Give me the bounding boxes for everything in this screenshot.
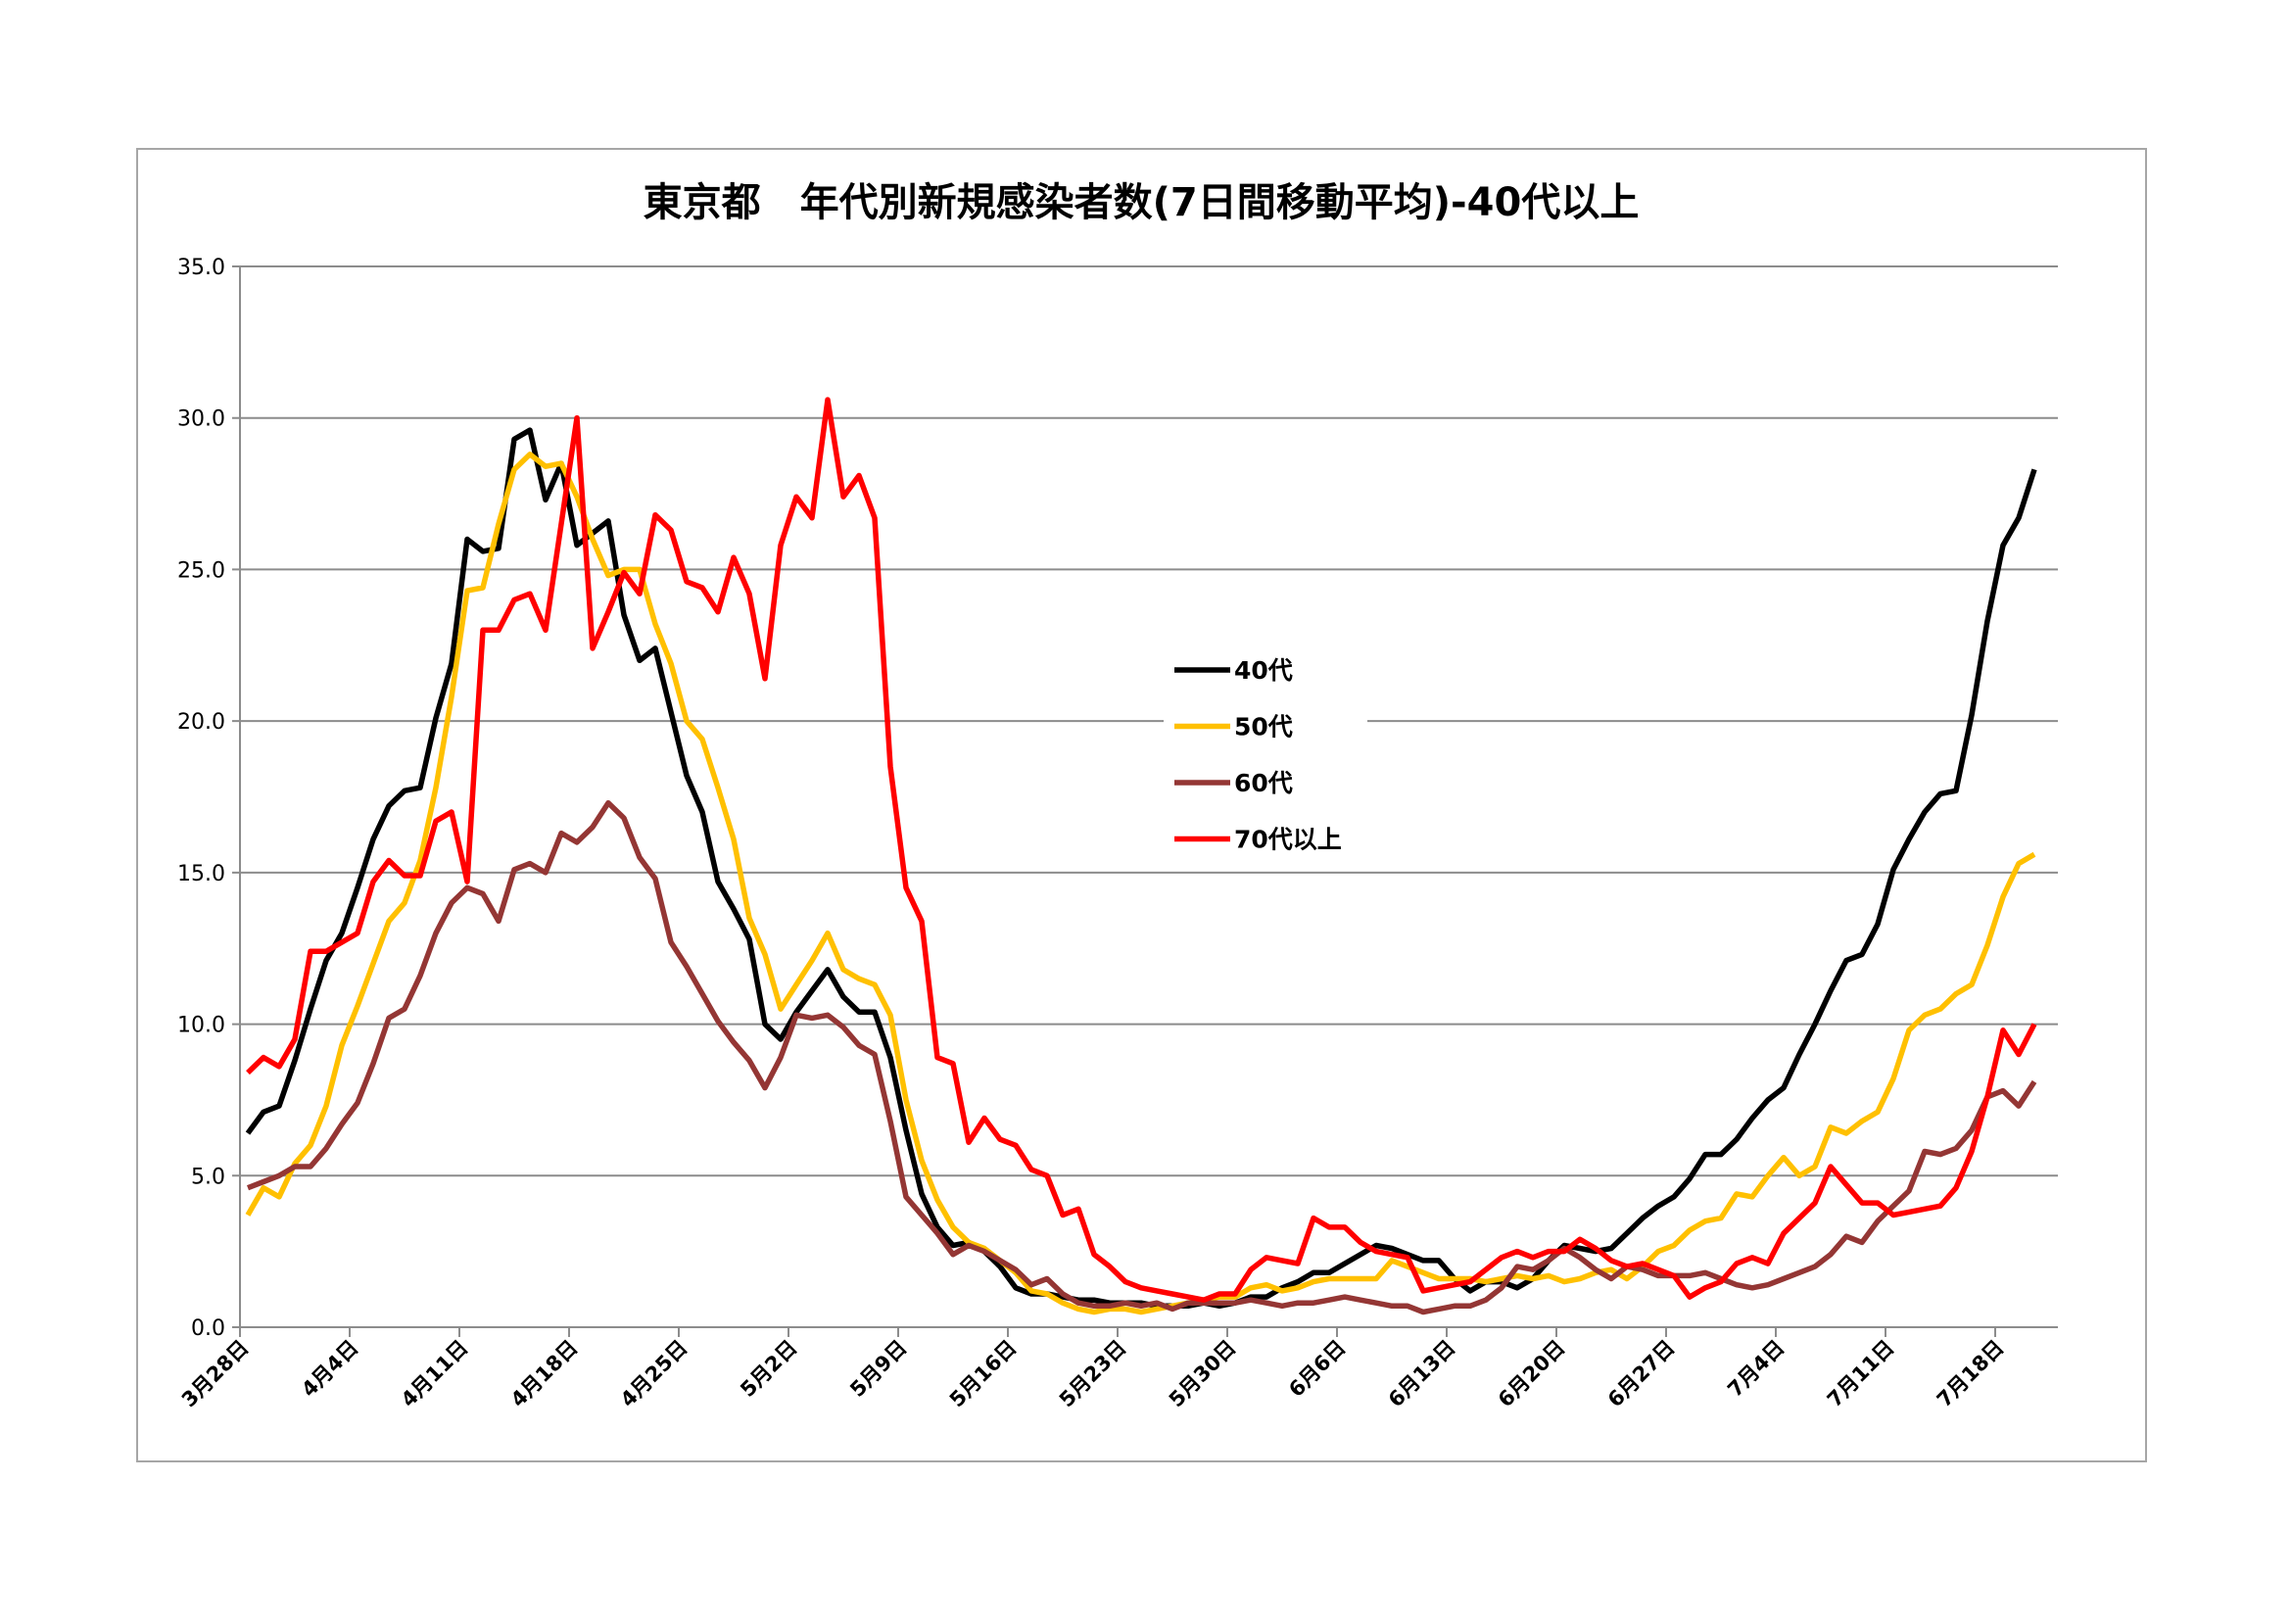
legend-label: 50代 (1234, 713, 1293, 741)
legend-label: 70代以上 (1234, 826, 1342, 854)
series-line-3 (247, 799, 2037, 1315)
chart-title: 東京都 年代別新規感染者数(7日間移動平均)-40代以上 (644, 180, 1640, 225)
y-tick-label: 0.0 (191, 1316, 225, 1341)
chart-frame (136, 148, 2147, 1462)
y-tick-label: 30.0 (177, 407, 225, 432)
legend-box (1164, 642, 1367, 862)
series-line-2 (245, 452, 2036, 1315)
y-tick-label: 20.0 (177, 710, 225, 735)
y-tick-label: 10.0 (177, 1014, 225, 1038)
legend: 40代 50代 60代 70代以上 (1164, 642, 1367, 862)
y-tick-label: 35.0 (177, 256, 225, 280)
legend-label: 60代 (1234, 769, 1293, 797)
series-lines (245, 397, 2037, 1315)
y-tick-label: 25.0 (177, 558, 225, 583)
legend-label: 40代 (1234, 656, 1293, 685)
series-line-4 (246, 397, 2037, 1303)
y-axis-tick-labels: 0.0 5.0 10.0 15.0 20.0 25.0 30.0 35.0 (177, 256, 225, 1341)
gridlines (232, 265, 2058, 1328)
y-tick-label: 15.0 (177, 862, 225, 886)
y-tick-label: 5.0 (191, 1165, 225, 1189)
series-line-1 (245, 427, 2037, 1310)
